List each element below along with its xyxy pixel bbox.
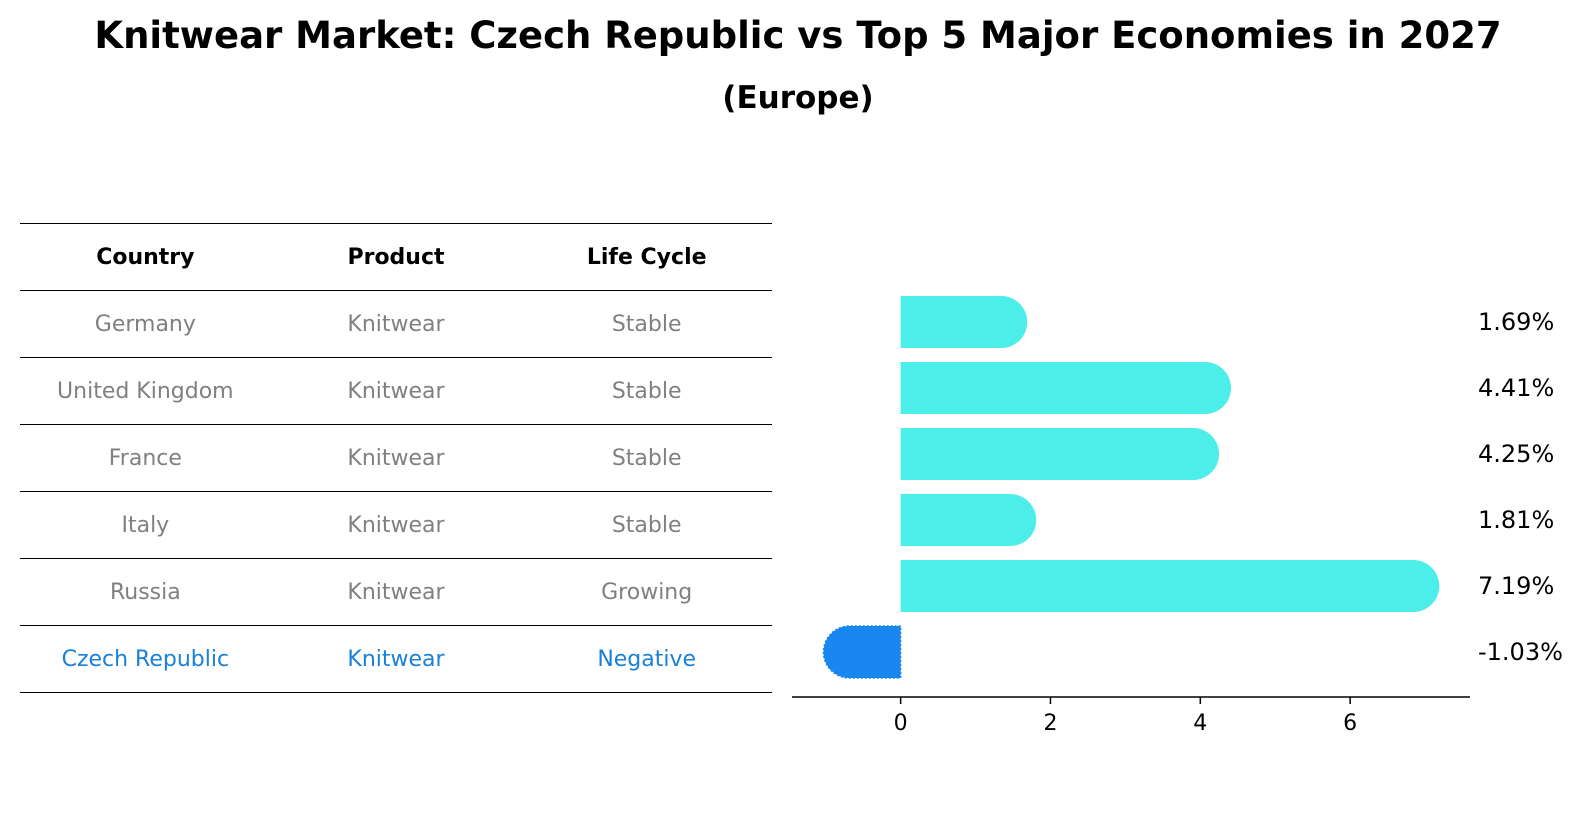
cell-country: France: [108, 445, 182, 471]
x-tick-label: 0: [894, 711, 908, 736]
table-row: France Knitwear Stable: [20, 424, 772, 491]
value-label: -1.03%: [1478, 638, 1563, 666]
cell-country: Germany: [94, 311, 196, 337]
value-label: 1.81%: [1478, 506, 1554, 534]
chart-subtitle: (Europe): [722, 80, 874, 116]
bar-russia: [900, 560, 1440, 612]
cell-country: Czech Republic: [61, 646, 230, 672]
cell-life-cycle: Stable: [611, 445, 682, 471]
cell-life-cycle: Growing: [601, 579, 693, 605]
x-tick-label: 2: [1043, 711, 1057, 736]
cell-product: Knitwear: [347, 512, 445, 538]
cell-life-cycle: Stable: [611, 311, 682, 337]
cell-country: Russia: [109, 579, 181, 605]
x-tick-label: 6: [1343, 711, 1357, 736]
table-row: Russia Knitwear Growing: [20, 558, 772, 625]
bar-united-kingdom: [900, 362, 1232, 414]
value-label: 4.25%: [1478, 440, 1554, 468]
table-row: United Kingdom Knitwear Stable: [20, 357, 772, 424]
chart-title: Knitwear Market: Czech Republic vs Top 5…: [94, 14, 1502, 57]
x-tick-label: 4: [1193, 711, 1207, 736]
bar-czech-republic: [822, 625, 902, 679]
cell-country: Italy: [121, 512, 170, 538]
bar-italy: [900, 494, 1037, 546]
header-country: Country: [96, 244, 195, 270]
header-product: Product: [347, 244, 445, 270]
value-label: 7.19%: [1478, 572, 1554, 600]
table-header-row: Country Product Life Cycle: [20, 223, 772, 290]
cell-life-cycle: Stable: [611, 378, 682, 404]
bar-france: [900, 428, 1220, 480]
table-row-highlight: Czech Republic Knitwear Negative: [20, 625, 772, 693]
bar-germany: [900, 296, 1028, 348]
cell-product: Knitwear: [347, 311, 445, 337]
cell-life-cycle: Negative: [597, 646, 697, 672]
value-label: 4.41%: [1478, 374, 1554, 402]
table-row: Germany Knitwear Stable: [20, 290, 772, 357]
cell-product: Knitwear: [347, 378, 445, 404]
cell-country: United Kingdom: [57, 378, 234, 404]
value-label: 1.69%: [1478, 308, 1554, 336]
header-life-cycle: Life Cycle: [586, 244, 707, 270]
table-row: Italy Knitwear Stable: [20, 491, 772, 558]
cell-product: Knitwear: [347, 646, 445, 672]
comparison-table: Country Product Life Cycle Germany Knitw…: [20, 223, 772, 693]
cell-life-cycle: Stable: [611, 512, 682, 538]
cell-product: Knitwear: [347, 579, 445, 605]
cell-product: Knitwear: [347, 445, 445, 471]
